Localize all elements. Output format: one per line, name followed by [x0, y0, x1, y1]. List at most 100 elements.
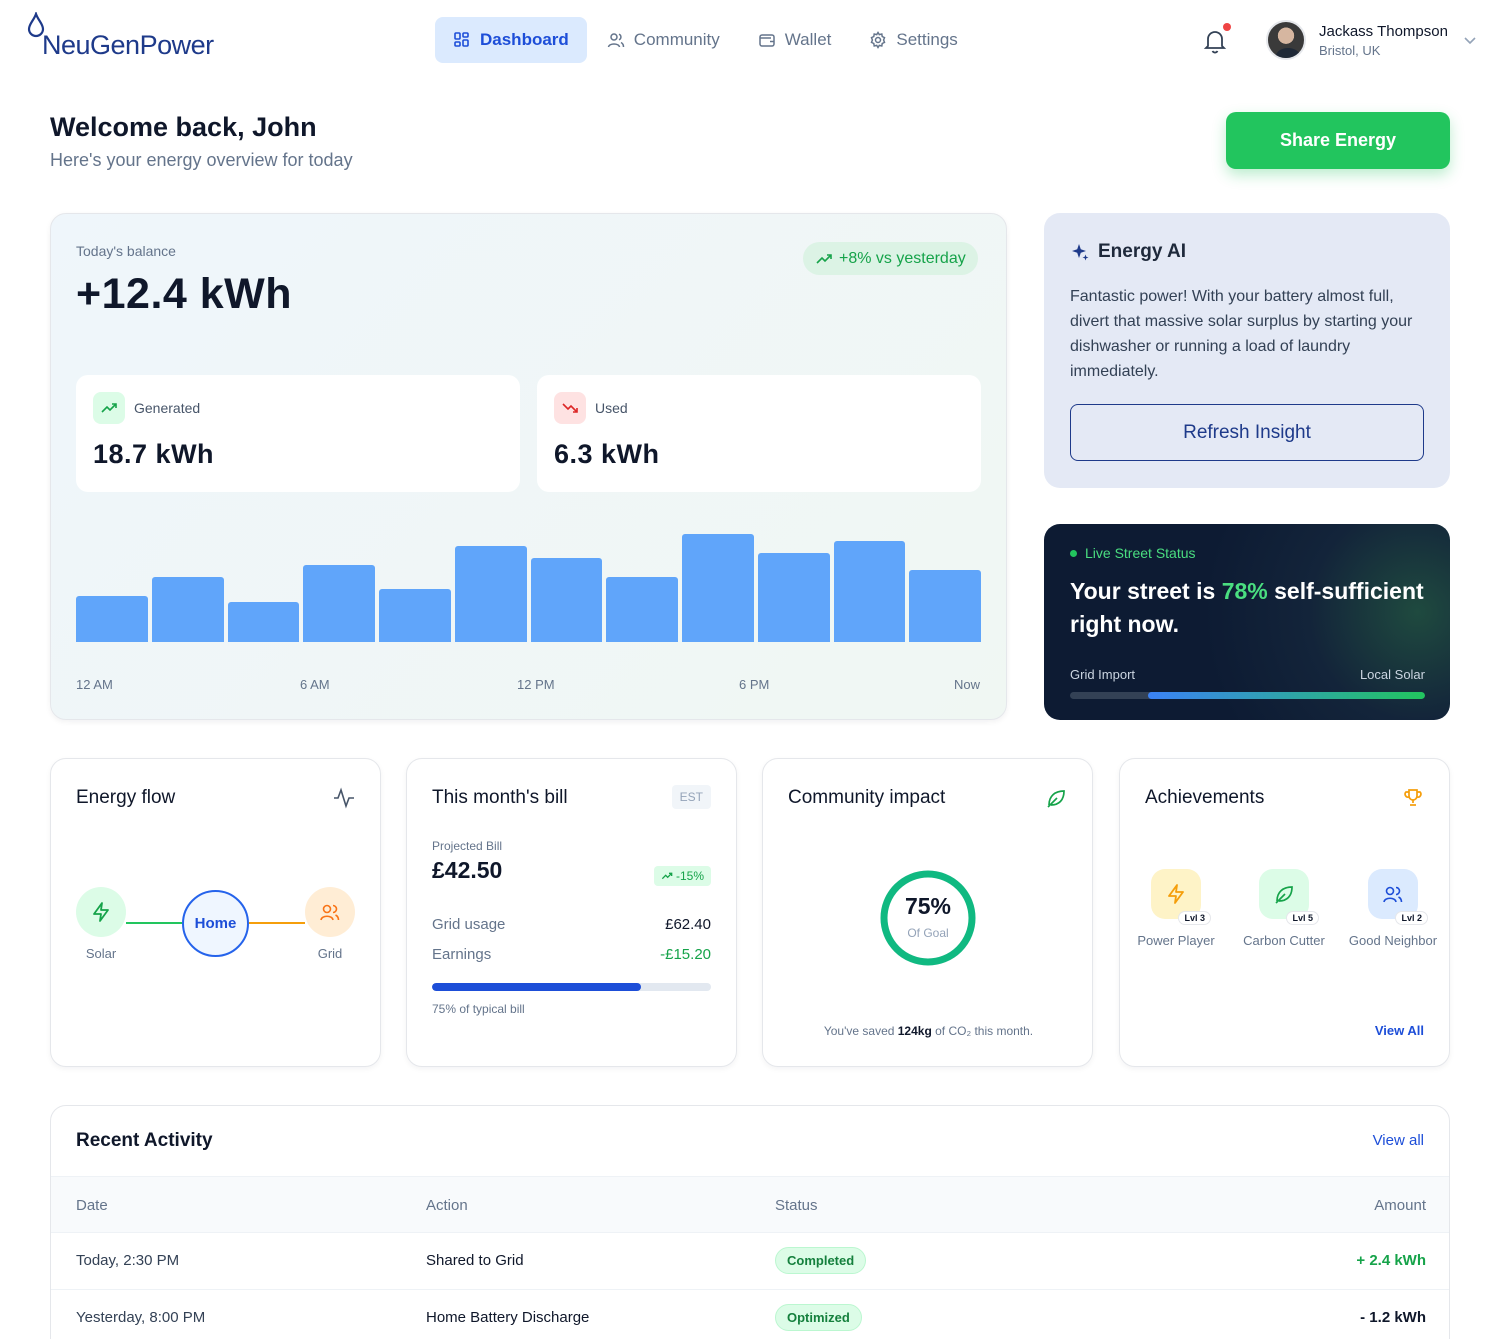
leaf-icon — [1275, 886, 1293, 904]
generated-label: Generated — [134, 400, 201, 416]
wallet-icon — [759, 34, 775, 47]
column-header-amount[interactable]: Amount — [1374, 1197, 1426, 1214]
x-tick-label: 12 PM — [517, 677, 555, 692]
chevron-down-icon[interactable] — [1462, 32, 1478, 48]
chart-bar[interactable] — [530, 558, 603, 642]
brand-logo[interactable]: NeuGenPower — [26, 12, 214, 61]
co2-saved-note: You've saved 124kg of CO₂ this month. — [763, 1024, 1094, 1038]
grid-usage-label: Grid usage — [432, 916, 506, 933]
solar-node[interactable] — [76, 887, 126, 937]
energy-bar-chart — [76, 534, 981, 642]
solar-flow-line — [126, 922, 182, 924]
view-all-activity-link[interactable]: View all — [1372, 1132, 1424, 1149]
home-node[interactable]: Home — [182, 890, 249, 957]
street-status-card: Live Street Status Your street is 78% se… — [1044, 524, 1450, 720]
achievement-power-player[interactable]: Lvl 3 Power Player — [1131, 869, 1221, 950]
local-solar-label: Local Solar — [1359, 667, 1425, 682]
street-message-pre: Your street is — [1070, 578, 1222, 604]
chart-bar[interactable] — [227, 601, 300, 642]
chart-bar[interactable] — [606, 576, 678, 642]
energy-ai-title-text: Energy AI — [1098, 241, 1186, 262]
column-header-date[interactable]: Date — [76, 1197, 108, 1214]
street-message: Your street is 78% self-sufficient right… — [1070, 575, 1430, 641]
users-icon — [607, 33, 625, 48]
grid-label: Grid — [317, 946, 343, 961]
chart-bar[interactable] — [151, 576, 224, 642]
chart-bar[interactable] — [379, 588, 451, 642]
achievements-title: Achievements — [1145, 787, 1265, 808]
self-sufficiency-bar — [1070, 692, 1425, 699]
live-status-text: Live Street Status — [1085, 545, 1196, 561]
users-icon — [1383, 886, 1403, 903]
trending-down-icon — [562, 403, 578, 413]
achievement-name: Power Player — [1137, 933, 1215, 948]
grid-usage-value: £62.40 — [665, 916, 711, 933]
street-percent: 78% — [1221, 578, 1268, 604]
nav-wallet[interactable]: Wallet — [740, 17, 850, 63]
monthly-bill-card: This month's bill EST Projected Bill £42… — [406, 758, 737, 1067]
energy-ai-card: Energy AI Fantastic power! With your bat… — [1044, 213, 1450, 488]
notification-dot — [1223, 23, 1231, 31]
drop-icon — [27, 12, 45, 38]
street-message-post: self-sufficient right now. — [1070, 578, 1424, 637]
row-action: Shared to Grid — [426, 1252, 524, 1269]
trophy-icon — [1404, 789, 1422, 806]
activity-icon — [334, 787, 354, 809]
energy-ai-message: Fantastic power! With your battery almos… — [1070, 288, 1413, 380]
goal-progress-ring — [880, 870, 976, 966]
goal-percent: 75% — [904, 893, 952, 919]
trend-badge: +8% vs yesterday — [803, 242, 978, 275]
achievement-name: Carbon Cutter — [1243, 933, 1325, 948]
brand-name: NeuGenPower — [42, 30, 214, 60]
user-location: Bristol, UK — [1319, 43, 1381, 58]
view-all-achievements-link[interactable]: View All — [1374, 1023, 1424, 1038]
typical-bill-note: 75% of typical bill — [432, 1002, 525, 1016]
nav-community[interactable]: Community — [589, 17, 738, 63]
chart-bar[interactable] — [757, 552, 830, 642]
bill-delta-text: -15% — [675, 869, 704, 883]
bolt-icon — [93, 902, 109, 922]
column-header-action[interactable]: Action — [426, 1197, 468, 1214]
nav-settings[interactable]: Settings — [851, 17, 975, 63]
nav-dashboard-label: Dashboard — [480, 30, 569, 49]
bill-title: This month's bill — [432, 787, 568, 808]
chart-bar[interactable] — [833, 540, 906, 642]
table-row[interactable]: Yesterday, 8:00 PM Home Battery Discharg… — [51, 1290, 1449, 1339]
earnings-label: Earnings — [432, 946, 492, 963]
earnings-row: Earnings -£15.20 — [432, 946, 711, 963]
achievement-good-neighbor[interactable]: Lvl 2 Good Neighbor — [1348, 869, 1438, 950]
table-row[interactable]: Today, 2:30 PM Shared to Grid Completed … — [51, 1233, 1449, 1290]
used-label: Used — [595, 400, 628, 416]
balance-card: Today's balance +12.4 kWh +8% vs yesterd… — [50, 213, 1007, 720]
avatar[interactable] — [1266, 20, 1306, 60]
nav-dashboard[interactable]: Dashboard — [435, 17, 587, 63]
chart-bar[interactable] — [454, 546, 527, 642]
chart-bar[interactable] — [303, 564, 375, 642]
leaf-icon — [1047, 790, 1065, 808]
chart-bar[interactable] — [682, 534, 754, 642]
bell-icon[interactable] — [1200, 26, 1230, 56]
column-header-status[interactable]: Status — [775, 1197, 818, 1214]
achievement-badge: Lvl 2 — [1368, 869, 1428, 925]
page-title: Welcome back, John — [50, 112, 317, 142]
refresh-insight-button[interactable]: Refresh Insight — [1070, 404, 1424, 461]
chart-bar[interactable] — [909, 570, 981, 642]
solar-label: Solar — [85, 946, 117, 961]
trending-up-icon — [101, 403, 117, 413]
achievement-badge: Lvl 5 — [1259, 869, 1319, 925]
chart-bar[interactable] — [76, 596, 148, 642]
energy-flow-title: Energy flow — [76, 787, 176, 808]
achievement-carbon-cutter[interactable]: Lvl 5 Carbon Cutter — [1239, 869, 1329, 950]
table-header: Date Action Status Amount — [51, 1176, 1449, 1233]
share-energy-button[interactable]: Share Energy — [1226, 112, 1450, 169]
page-subtitle: Here's your energy overview for today — [50, 150, 353, 170]
gear-icon — [870, 31, 886, 49]
earnings-value: -£15.20 — [660, 946, 711, 963]
grid-node[interactable] — [305, 887, 355, 937]
achievement-level: Lvl 3 — [1178, 911, 1211, 925]
row-amount: + 2.4 kWh — [1356, 1252, 1426, 1269]
typical-bill-bar — [432, 983, 711, 991]
user-name[interactable]: Jackass Thompson — [1319, 23, 1448, 40]
x-tick-label: 6 AM — [300, 677, 330, 692]
generated-value: 18.7 kWh — [93, 439, 215, 469]
